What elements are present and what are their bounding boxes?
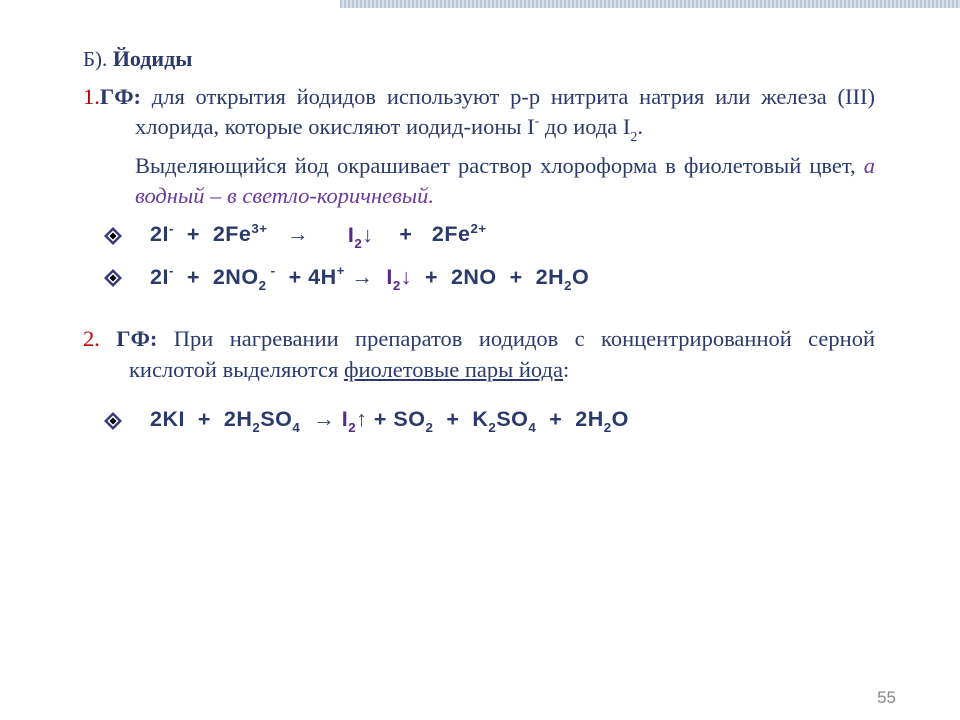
equation-2: 2I- + 2NO2 - + 4H+ → I2↓ + 2NO + 2H2O	[150, 264, 589, 292]
item-2-underline: фиолетовые пары йода	[344, 357, 563, 382]
item-1-text-b: до иода I	[539, 114, 630, 139]
item-1-description: Выделяющийся йод окрашивает раствор хлор…	[118, 151, 875, 212]
item-2-text-c: :	[563, 357, 569, 382]
item-2-heading: 2. ГФ: При нагревании препаратов иодидов…	[83, 324, 875, 385]
item-1: 1.ГФ: для открытия йодидов используют р-…	[118, 82, 875, 211]
equation-1: 2I- + 2Fe3+ → I2↓ + 2Fe2+	[150, 221, 487, 249]
diamond-bullet-icon	[104, 269, 122, 287]
item-1-number: 1.	[83, 84, 100, 109]
item-2: 2. ГФ: При нагревании препаратов иодидов…	[118, 324, 875, 385]
gf-label-2: ГФ:	[100, 326, 158, 351]
slide-content: Б). Йодиды 1.ГФ: для открытия йодидов ис…	[0, 0, 960, 434]
equation-3: 2KI + 2H2SO4 → I2↑ + SO2 + K2SO4 + 2H2O	[150, 407, 629, 434]
equation-1-row: 2I- + 2Fe3+ → I2↓ + 2Fe2+	[142, 221, 875, 249]
item-1-text-a: для открытия йодидов используют р-р нитр…	[135, 84, 875, 139]
eq1-product: I2↓	[348, 223, 374, 247]
equation-group-1: 2I- + 2Fe3+ → I2↓ + 2Fe2+ 2I- + 2NO2 - +…	[142, 221, 875, 292]
decorative-top-border	[340, 0, 960, 8]
diamond-bullet-icon	[104, 227, 122, 245]
eq3-product: I2↑	[342, 407, 368, 431]
item-1-text-c: .	[637, 114, 643, 139]
page-number: 55	[877, 688, 896, 708]
eq2-product: I2↓	[386, 265, 412, 289]
equation-3-row: 2KI + 2H2SO4 → I2↑ + SO2 + K2SO4 + 2H2O	[142, 407, 875, 434]
section-prefix: Б).	[83, 47, 107, 71]
gf-label-1: ГФ:	[100, 84, 141, 109]
sub2: 2	[630, 130, 637, 145]
diamond-bullet-icon	[104, 412, 122, 430]
desc-a: Выделяющийся йод окрашивает раствор хлор…	[135, 153, 864, 178]
section-title-text: Йодиды	[113, 46, 193, 71]
section-title: Б). Йодиды	[83, 46, 875, 72]
item-2-number: 2.	[83, 326, 100, 351]
equation-group-2: 2KI + 2H2SO4 → I2↑ + SO2 + K2SO4 + 2H2O	[142, 407, 875, 434]
item-1-heading: 1.ГФ: для открытия йодидов используют р-…	[83, 82, 875, 147]
minus-sup: -	[535, 114, 540, 129]
equation-2-row: 2I- + 2NO2 - + 4H+ → I2↓ + 2NO + 2H2O	[142, 264, 875, 292]
